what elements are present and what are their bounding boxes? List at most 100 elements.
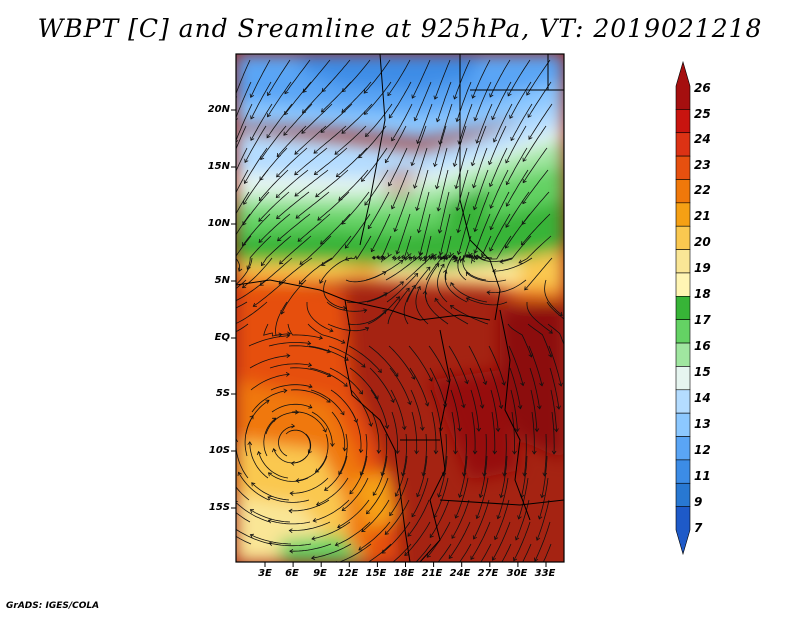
streamline [518, 477, 529, 520]
streamline [455, 477, 469, 519]
streamline-arrow [517, 515, 522, 520]
streamline-arrow [277, 237, 282, 242]
streamline-arrow [460, 257, 465, 262]
streamline [524, 257, 553, 291]
streamline [364, 169, 389, 206]
streamline-arrow [301, 129, 306, 134]
streamline-arrow [426, 553, 431, 558]
streamline-arrow [438, 251, 444, 256]
streamline-arrow [455, 117, 460, 123]
streamline-arrow [401, 426, 407, 431]
streamline-arrow [367, 225, 372, 230]
streamline [396, 213, 411, 255]
lon-label: 9E [313, 568, 327, 579]
streamline [415, 286, 429, 325]
streamline-arrow [258, 196, 263, 202]
streamline [431, 254, 446, 262]
streamline [367, 296, 400, 325]
streamline [365, 259, 404, 281]
streamline [542, 543, 552, 562]
streamline [250, 534, 292, 545]
streamline-arrow [464, 253, 470, 258]
streamline [474, 191, 490, 232]
streamline-arrow [426, 266, 431, 271]
streamline-arrow [258, 217, 263, 222]
streamline-arrow [252, 302, 257, 307]
streamline [249, 355, 290, 369]
streamline-arrow [358, 390, 363, 395]
streamline [361, 499, 390, 533]
streamline-arrow [326, 398, 331, 403]
streamline [336, 147, 368, 178]
streamline [387, 59, 411, 96]
streamline [324, 455, 348, 491]
streamline-arrow [433, 450, 439, 455]
streamline-arrow [515, 428, 520, 433]
streamline [276, 147, 308, 178]
lon-label: 6E [285, 568, 299, 579]
streamline-arrow [361, 363, 366, 368]
streamline [365, 103, 393, 137]
streamline-arrow [501, 381, 506, 386]
streamline [480, 543, 492, 562]
streamline-arrow [528, 135, 533, 140]
streamline [236, 535, 252, 545]
streamline-arrow [499, 493, 504, 499]
streamline [301, 103, 333, 134]
colorbar-label: 20 [694, 235, 711, 249]
streamline-arrow [414, 450, 419, 455]
colorbar-segment [675, 225, 691, 250]
streamline [494, 499, 510, 540]
streamline-arrow [344, 244, 349, 249]
streamline-arrow [323, 486, 329, 491]
streamline [403, 235, 413, 262]
streamline [550, 389, 557, 432]
streamline [530, 389, 538, 432]
lon-label: 18E [393, 568, 415, 579]
streamline-arrow [341, 108, 346, 113]
streamline-arrow [364, 327, 370, 332]
streamline [445, 254, 457, 281]
streamline [451, 411, 456, 454]
streamline-arrow [472, 184, 477, 189]
streamline-arrow [317, 216, 322, 221]
streamline [501, 543, 512, 562]
streamline-arrow [338, 470, 343, 475]
streamline [527, 81, 552, 118]
streamline [474, 81, 492, 121]
colorbar-label: 19 [694, 261, 711, 275]
colorbar-label: 11 [694, 469, 711, 483]
streamline [510, 389, 518, 432]
streamline [419, 213, 431, 255]
streamline [284, 59, 311, 94]
streamline [242, 191, 270, 226]
streamline-arrow [276, 173, 281, 178]
streamline [317, 191, 350, 221]
map-title: WBPT [C] and Sreamline at 925hPa, VT: 20… [37, 14, 763, 43]
streamline [294, 147, 328, 176]
streamline-arrow [401, 472, 406, 477]
streamline [473, 147, 488, 188]
streamline-arrow [283, 388, 288, 394]
streamline [470, 389, 480, 432]
colorbar-segment [675, 366, 691, 391]
streamline-arrow [295, 478, 300, 483]
streamline-arrow [522, 157, 527, 162]
streamline-arrow [507, 92, 512, 97]
streamline [526, 302, 553, 334]
streamline [439, 191, 450, 233]
streamline-arrow [428, 377, 433, 382]
streamline-arrow [297, 237, 302, 242]
colorbar-label: 13 [694, 417, 711, 431]
streamline [429, 367, 447, 407]
streamline-arrow [266, 134, 271, 139]
streamline [351, 411, 362, 453]
streamline [366, 281, 404, 303]
streamline [268, 519, 311, 525]
streamline [258, 451, 289, 479]
streamline-arrow [410, 161, 415, 167]
streamline-arrow [451, 257, 456, 263]
streamline-arrow [491, 115, 496, 121]
streamline-arrow [452, 162, 458, 167]
streamline-arrow [494, 535, 499, 541]
